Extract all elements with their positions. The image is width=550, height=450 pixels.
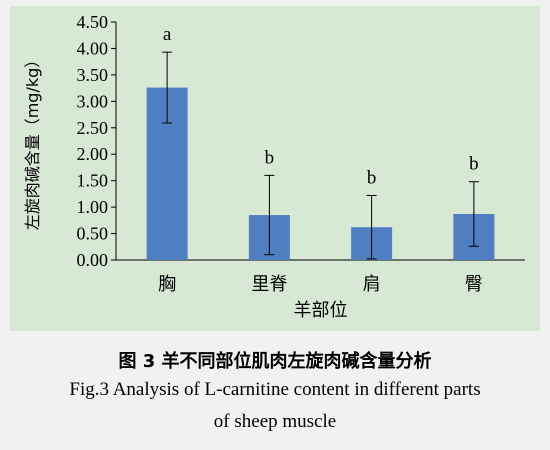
significance-label: a [163,24,172,45]
bar-chart: 0.00 0.50 1.00 1.50 2.00 2.50 3.00 3.50 4.00 4.50… [23,12,525,321]
x-tick-label: 胸 [158,274,176,295]
x-tick-label: 肩 [363,274,381,295]
y-tick-label: 0.00 [77,250,109,270]
y-tick-label: 1.50 [77,171,109,191]
x-tick-label: 臀 [465,274,483,295]
significance-label: b [265,147,275,168]
x-axis-title: 羊部位 [294,300,348,321]
bars [146,51,495,261]
plot-panel: 0.00 0.50 1.00 1.50 2.00 2.50 3.00 3.50 4.00 4.50… [10,6,540,331]
figure-caption-chinese: 图 3 羊不同部位肌肉左旋肉碱含量分析 [118,351,432,372]
y-tick-label: 4.50 [77,12,109,32]
significance-label: b [469,154,479,175]
y-tick-label: 3.50 [77,65,109,85]
y-tick-label: 0.50 [77,224,109,244]
y-tick-label: 3.00 [77,91,109,111]
y-tick-label: 2.50 [77,118,109,138]
y-tick-label: 4.00 [77,38,109,58]
y-tick-label: 1.00 [77,197,109,217]
figure-caption-english-line1: Fig.3 Analysis of L-carnitine content in… [69,379,481,400]
figure-caption-english-line2: of sheep muscle [213,411,337,432]
x-tick-label: 里脊 [251,274,287,295]
y-tick-label: 2.00 [77,144,109,164]
significance-label: b [367,167,377,188]
labels: 0.00 0.50 1.00 1.50 2.00 2.50 3.00 3.50 4.00 4.50… [23,12,483,321]
y-axis-title: 左旋肉碱含量（mg/kg） [23,52,42,231]
